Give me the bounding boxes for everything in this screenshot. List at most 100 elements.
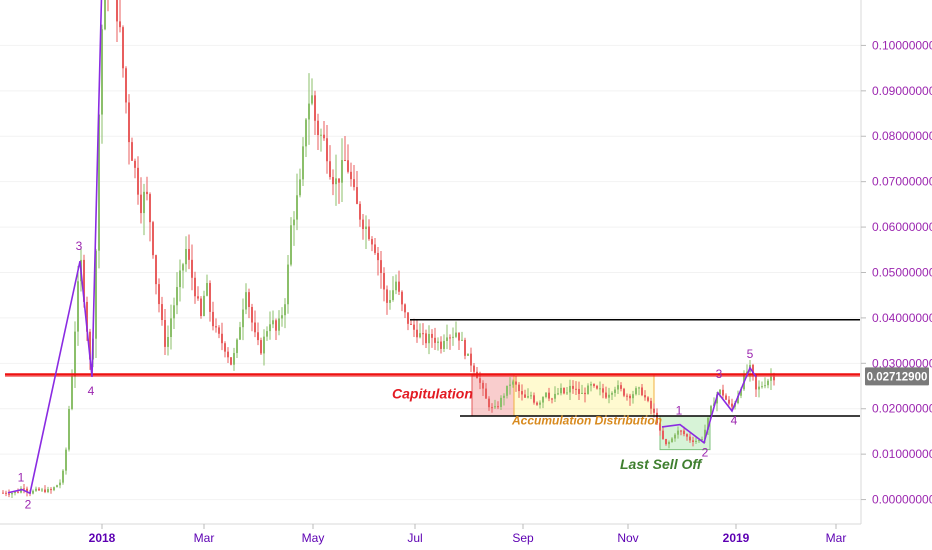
candle-body xyxy=(185,248,187,265)
candle-body xyxy=(509,384,511,386)
candle-body xyxy=(83,259,85,302)
candle-body xyxy=(659,423,661,431)
candle-body xyxy=(599,388,601,390)
candle-body xyxy=(302,146,304,180)
candle-body xyxy=(350,171,352,180)
candle-body xyxy=(104,0,106,30)
y-tick-label: 0.02000000 xyxy=(872,402,932,416)
candle-body xyxy=(629,395,631,399)
candle-body xyxy=(209,283,211,312)
candle-body xyxy=(377,252,379,261)
candle-body xyxy=(266,331,268,337)
candle-body xyxy=(38,488,40,491)
candle-body xyxy=(134,160,136,168)
y-tick-label: 0.01000000 xyxy=(872,447,932,461)
y-tick-label: 0.04000000 xyxy=(872,311,932,325)
wave-label: 3 xyxy=(76,239,83,253)
candle-body xyxy=(293,219,295,226)
candle-body xyxy=(212,311,214,327)
candle-body xyxy=(611,392,613,395)
candle-body xyxy=(8,493,10,495)
candle-body xyxy=(299,179,301,196)
y-tick-label: 0.06000000 xyxy=(872,220,932,234)
candle-body xyxy=(179,270,181,288)
wave-label: 3 xyxy=(716,367,723,381)
candle-body xyxy=(647,397,649,401)
candle-body xyxy=(272,320,274,325)
candle-body xyxy=(596,385,598,389)
candle-body xyxy=(26,488,28,492)
annotation-label: Accumulation Distribution xyxy=(511,414,662,428)
candle-body xyxy=(206,283,208,296)
candle-body xyxy=(254,322,256,333)
candle-body xyxy=(503,395,505,398)
candle-body xyxy=(332,177,334,185)
candle-body xyxy=(770,376,772,381)
candle-body xyxy=(740,389,742,396)
candle-body xyxy=(218,327,220,334)
candle-body xyxy=(260,340,262,354)
candle-body xyxy=(680,430,682,432)
candle-body xyxy=(191,259,193,278)
candle-body xyxy=(677,430,679,435)
candle-body xyxy=(473,365,475,372)
candle-body xyxy=(119,21,121,28)
candles xyxy=(2,0,775,498)
candle-body xyxy=(539,402,541,405)
candle-body xyxy=(440,341,442,349)
candle-body xyxy=(383,273,385,290)
price-levels xyxy=(5,318,860,417)
candle-body xyxy=(527,396,529,398)
candle-body xyxy=(194,277,196,297)
candle-body xyxy=(65,449,67,471)
candle-body xyxy=(569,385,571,393)
candle-body xyxy=(635,388,637,395)
candle-body xyxy=(467,353,469,356)
y-tick-label: 0.08000000 xyxy=(872,129,932,143)
candle-body xyxy=(308,103,310,120)
candle-body xyxy=(572,385,574,389)
candle-body xyxy=(317,120,319,136)
candle-body xyxy=(512,381,514,385)
wave-label: 2 xyxy=(25,498,32,512)
candle-body xyxy=(590,384,592,386)
candle-body xyxy=(728,399,730,404)
candle-body xyxy=(362,219,364,230)
candle-body xyxy=(518,384,520,392)
wave-label: 4 xyxy=(88,384,95,398)
y-tick-label: 0.00000000 xyxy=(872,493,932,507)
candle-body xyxy=(500,397,502,407)
candle-body xyxy=(533,395,535,403)
price-badge-bg xyxy=(865,367,929,386)
y-tick-label: 0.05000000 xyxy=(872,265,932,279)
candle-body xyxy=(125,68,127,103)
candle-body xyxy=(605,392,607,398)
candle-body xyxy=(269,324,271,332)
candle-body xyxy=(74,331,76,377)
candle-body xyxy=(221,333,223,344)
candle-body xyxy=(116,0,118,22)
candle-body xyxy=(491,407,493,409)
candle-body xyxy=(149,194,151,223)
candle-body xyxy=(35,488,37,491)
candle-body xyxy=(359,203,361,220)
candle-body xyxy=(719,389,721,395)
candle-body xyxy=(530,395,532,397)
wave-label: 5 xyxy=(747,347,754,361)
candle-body xyxy=(395,281,397,291)
annotation-label: Capitulation xyxy=(392,386,473,402)
x-tick-label: 2018 xyxy=(89,531,116,545)
candle-body xyxy=(338,178,340,183)
candle-body xyxy=(644,395,646,398)
candle-body xyxy=(14,491,16,494)
candle-body xyxy=(368,226,370,240)
candle-body xyxy=(239,327,241,340)
candle-body xyxy=(131,142,133,161)
candle-body xyxy=(380,260,382,274)
candle-body xyxy=(419,333,421,338)
candle-body xyxy=(59,482,61,486)
candle-body xyxy=(374,244,376,253)
candle-body xyxy=(497,406,499,408)
candle-body xyxy=(77,281,79,332)
